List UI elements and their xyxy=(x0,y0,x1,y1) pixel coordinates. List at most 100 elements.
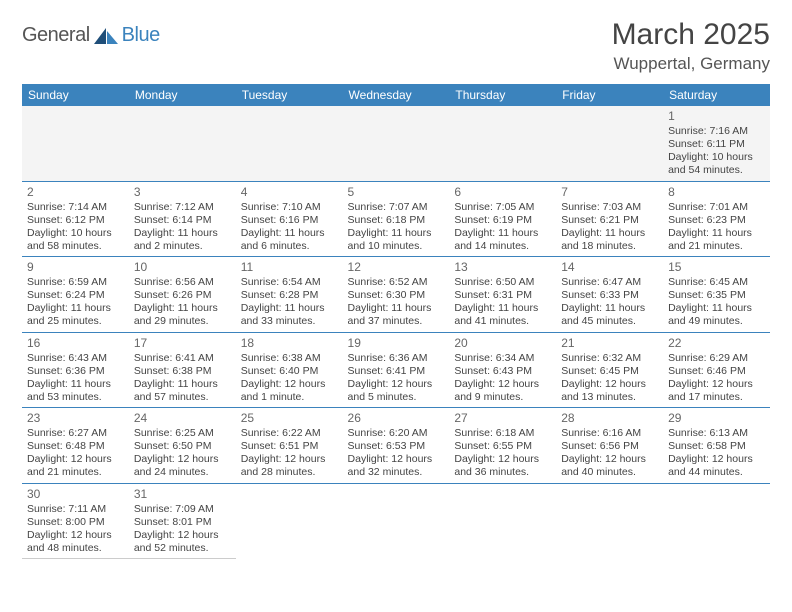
day-cell: 21Sunrise: 6:32 AMSunset: 6:45 PMDayligh… xyxy=(556,332,663,408)
day-cell: 17Sunrise: 6:41 AMSunset: 6:38 PMDayligh… xyxy=(129,332,236,408)
daylight-text: Daylight: 11 hours and 41 minutes. xyxy=(454,302,551,328)
day-number: 3 xyxy=(134,185,231,200)
daylight-text: Daylight: 11 hours and 25 minutes. xyxy=(27,302,124,328)
sunrise-text: Sunrise: 6:50 AM xyxy=(454,276,551,289)
day-cell: 19Sunrise: 6:36 AMSunset: 6:41 PMDayligh… xyxy=(343,332,450,408)
sunset-text: Sunset: 6:12 PM xyxy=(27,214,124,227)
weekday-header: Sunday xyxy=(22,84,129,106)
day-cell: 6Sunrise: 7:05 AMSunset: 6:19 PMDaylight… xyxy=(449,181,556,257)
day-cell: 18Sunrise: 6:38 AMSunset: 6:40 PMDayligh… xyxy=(236,332,343,408)
logo-text-general: General xyxy=(22,24,90,47)
sunset-text: Sunset: 6:35 PM xyxy=(668,289,765,302)
daylight-text: Daylight: 11 hours and 33 minutes. xyxy=(241,302,338,328)
empty-cell xyxy=(449,106,556,181)
day-number: 12 xyxy=(348,260,445,275)
sunrise-text: Sunrise: 7:11 AM xyxy=(27,503,124,516)
day-cell: 23Sunrise: 6:27 AMSunset: 6:48 PMDayligh… xyxy=(22,408,129,484)
calendar-body: 1Sunrise: 7:16 AMSunset: 6:11 PMDaylight… xyxy=(22,106,770,559)
day-cell: 30Sunrise: 7:11 AMSunset: 8:00 PMDayligh… xyxy=(22,483,129,559)
sunrise-text: Sunrise: 6:13 AM xyxy=(668,427,765,440)
day-number: 2 xyxy=(27,185,124,200)
daylight-text: Daylight: 11 hours and 2 minutes. xyxy=(134,227,231,253)
sunrise-text: Sunrise: 6:59 AM xyxy=(27,276,124,289)
weekday-header: Tuesday xyxy=(236,84,343,106)
day-cell: 11Sunrise: 6:54 AMSunset: 6:28 PMDayligh… xyxy=(236,257,343,333)
daylight-text: Daylight: 11 hours and 53 minutes. xyxy=(27,378,124,404)
sunset-text: Sunset: 6:58 PM xyxy=(668,440,765,453)
day-number: 7 xyxy=(561,185,658,200)
calendar-row: 9Sunrise: 6:59 AMSunset: 6:24 PMDaylight… xyxy=(22,257,770,333)
day-number: 13 xyxy=(454,260,551,275)
day-number: 8 xyxy=(668,185,765,200)
logo-sail-icon xyxy=(92,26,120,46)
sunset-text: Sunset: 6:38 PM xyxy=(134,365,231,378)
weekday-header: Thursday xyxy=(449,84,556,106)
empty-cell xyxy=(556,483,663,559)
sunset-text: Sunset: 6:43 PM xyxy=(454,365,551,378)
day-cell: 29Sunrise: 6:13 AMSunset: 6:58 PMDayligh… xyxy=(663,408,770,484)
daylight-text: Daylight: 11 hours and 45 minutes. xyxy=(561,302,658,328)
empty-cell xyxy=(343,106,450,181)
daylight-text: Daylight: 12 hours and 36 minutes. xyxy=(454,453,551,479)
daylight-text: Daylight: 12 hours and 52 minutes. xyxy=(134,529,231,555)
day-number: 9 xyxy=(27,260,124,275)
empty-cell xyxy=(129,106,236,181)
daylight-text: Daylight: 10 hours and 54 minutes. xyxy=(668,151,765,177)
title-block: March 2025 Wuppertal, Germany xyxy=(612,18,770,74)
day-cell: 13Sunrise: 6:50 AMSunset: 6:31 PMDayligh… xyxy=(449,257,556,333)
day-cell: 3Sunrise: 7:12 AMSunset: 6:14 PMDaylight… xyxy=(129,181,236,257)
sunrise-text: Sunrise: 6:41 AM xyxy=(134,352,231,365)
day-number: 14 xyxy=(561,260,658,275)
day-cell: 20Sunrise: 6:34 AMSunset: 6:43 PMDayligh… xyxy=(449,332,556,408)
day-cell: 16Sunrise: 6:43 AMSunset: 6:36 PMDayligh… xyxy=(22,332,129,408)
weekday-header: Monday xyxy=(129,84,236,106)
sunset-text: Sunset: 6:18 PM xyxy=(348,214,445,227)
day-number: 17 xyxy=(134,336,231,351)
sunrise-text: Sunrise: 6:47 AM xyxy=(561,276,658,289)
weekday-header-row: Sunday Monday Tuesday Wednesday Thursday… xyxy=(22,84,770,106)
calendar-table: Sunday Monday Tuesday Wednesday Thursday… xyxy=(22,84,770,559)
daylight-text: Daylight: 11 hours and 29 minutes. xyxy=(134,302,231,328)
sunset-text: Sunset: 6:24 PM xyxy=(27,289,124,302)
sunset-text: Sunset: 6:19 PM xyxy=(454,214,551,227)
daylight-text: Daylight: 11 hours and 49 minutes. xyxy=(668,302,765,328)
daylight-text: Daylight: 12 hours and 13 minutes. xyxy=(561,378,658,404)
month-title: March 2025 xyxy=(612,18,770,52)
daylight-text: Daylight: 11 hours and 6 minutes. xyxy=(241,227,338,253)
daylight-text: Daylight: 11 hours and 21 minutes. xyxy=(668,227,765,253)
day-number: 26 xyxy=(348,411,445,426)
weekday-header: Wednesday xyxy=(343,84,450,106)
weekday-header: Saturday xyxy=(663,84,770,106)
day-number: 16 xyxy=(27,336,124,351)
day-cell: 5Sunrise: 7:07 AMSunset: 6:18 PMDaylight… xyxy=(343,181,450,257)
day-number: 24 xyxy=(134,411,231,426)
sunset-text: Sunset: 6:23 PM xyxy=(668,214,765,227)
sunset-text: Sunset: 6:51 PM xyxy=(241,440,338,453)
sunrise-text: Sunrise: 6:56 AM xyxy=(134,276,231,289)
day-number: 31 xyxy=(134,487,231,502)
day-number: 29 xyxy=(668,411,765,426)
day-cell: 22Sunrise: 6:29 AMSunset: 6:46 PMDayligh… xyxy=(663,332,770,408)
daylight-text: Daylight: 11 hours and 10 minutes. xyxy=(348,227,445,253)
sunset-text: Sunset: 6:31 PM xyxy=(454,289,551,302)
day-number: 28 xyxy=(561,411,658,426)
daylight-text: Daylight: 11 hours and 14 minutes. xyxy=(454,227,551,253)
weekday-header: Friday xyxy=(556,84,663,106)
day-number: 20 xyxy=(454,336,551,351)
day-cell: 24Sunrise: 6:25 AMSunset: 6:50 PMDayligh… xyxy=(129,408,236,484)
sunset-text: Sunset: 8:01 PM xyxy=(134,516,231,529)
daylight-text: Daylight: 12 hours and 44 minutes. xyxy=(668,453,765,479)
sunrise-text: Sunrise: 6:32 AM xyxy=(561,352,658,365)
calendar-row: 2Sunrise: 7:14 AMSunset: 6:12 PMDaylight… xyxy=(22,181,770,257)
day-cell: 8Sunrise: 7:01 AMSunset: 6:23 PMDaylight… xyxy=(663,181,770,257)
sunrise-text: Sunrise: 6:36 AM xyxy=(348,352,445,365)
sunset-text: Sunset: 6:16 PM xyxy=(241,214,338,227)
sunset-text: Sunset: 6:14 PM xyxy=(134,214,231,227)
daylight-text: Daylight: 12 hours and 40 minutes. xyxy=(561,453,658,479)
day-cell: 1Sunrise: 7:16 AMSunset: 6:11 PMDaylight… xyxy=(663,106,770,181)
logo-text-blue: Blue xyxy=(122,24,160,47)
sunrise-text: Sunrise: 7:09 AM xyxy=(134,503,231,516)
day-cell: 10Sunrise: 6:56 AMSunset: 6:26 PMDayligh… xyxy=(129,257,236,333)
day-number: 22 xyxy=(668,336,765,351)
empty-cell xyxy=(236,106,343,181)
